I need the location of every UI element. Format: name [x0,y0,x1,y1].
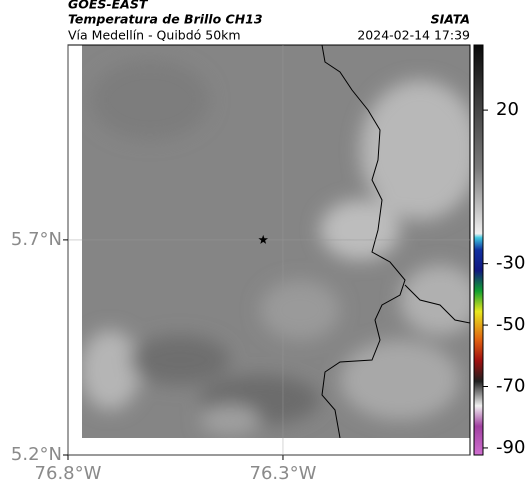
product: Temperatura de Brillo CH13 [68,12,263,27]
route: Vía Medellín - Quibdó 50km [68,28,241,43]
colorbar-tick-label: -30 [496,253,525,274]
timestamp: 2024-02-14 17:39 [357,28,470,43]
source: SIATA [431,12,470,27]
x-tick-label: 76.3°W [250,463,317,484]
x-tick-label: 76.8°W [35,463,102,484]
colorbar-tick-label: -70 [496,376,525,397]
colorbar-tick-label: 20 [496,99,519,120]
location-marker [258,234,268,244]
satellite: GOES-EAST [68,0,149,12]
y-tick-label: 5.7°N [11,229,62,250]
colorbar-tick-label: -50 [496,314,525,335]
raster [82,45,470,438]
colorbar [473,44,484,456]
colorbar-tick-label: -90 [496,437,525,458]
y-tick-label: 5.2°N [11,444,62,465]
